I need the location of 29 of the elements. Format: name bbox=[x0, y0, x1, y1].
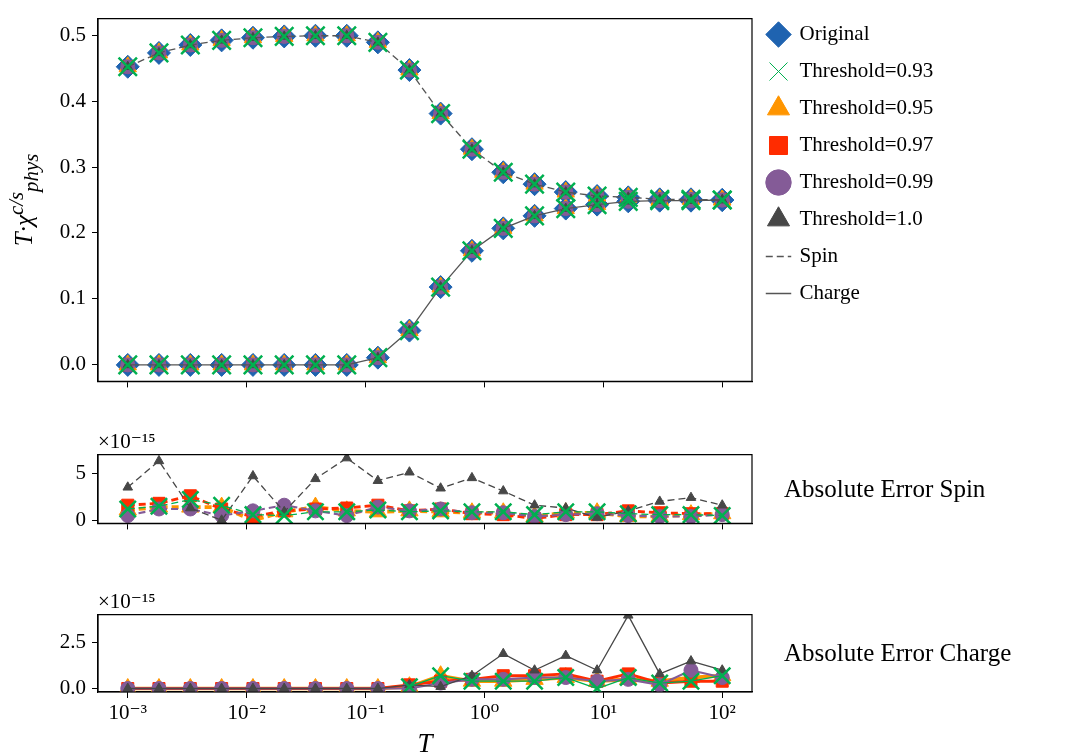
legend-label: Threshold=0.97 bbox=[799, 132, 934, 157]
x-tick-label: 10⁻³ bbox=[108, 700, 147, 725]
y-tick-label: 0.1 bbox=[59, 285, 86, 310]
text: ×10⁻¹⁵ bbox=[98, 428, 156, 454]
y2-axis-title: Absolute Error Charge bbox=[784, 639, 1012, 668]
y-tick-label: 0.4 bbox=[59, 87, 87, 112]
legend-label: Threshold=0.95 bbox=[799, 95, 934, 120]
y-tick-label: 0.5 bbox=[59, 21, 86, 46]
text: ×10⁻¹⁵ bbox=[98, 588, 156, 614]
legend-label: Charge bbox=[799, 280, 860, 305]
x-tick-label: 10⁰ bbox=[469, 700, 500, 725]
legend-label: Original bbox=[799, 21, 870, 46]
legend-label: Threshold=0.99 bbox=[799, 169, 934, 194]
y-tick-label: 5 bbox=[75, 459, 86, 484]
x-tick-label: 10⁻¹ bbox=[346, 700, 385, 725]
y-tick-label: 0.0 bbox=[59, 675, 86, 700]
legend-label: Threshold=1.0 bbox=[799, 206, 923, 231]
y2-axis-title: Absolute Error Spin bbox=[784, 475, 986, 503]
y-tick-label: 0.2 bbox=[59, 219, 86, 244]
legend-label: Spin bbox=[799, 243, 839, 268]
legend-label: Threshold=0.93 bbox=[799, 58, 934, 83]
y-tick-label: 0.0 bbox=[59, 351, 86, 376]
x-tick-label: 10⁻² bbox=[227, 700, 266, 725]
y-tick-label: 0.3 bbox=[59, 153, 86, 178]
x-tick-label: 10² bbox=[708, 700, 736, 725]
x-tick-label: 10¹ bbox=[589, 700, 617, 725]
y-tick-label: 0 bbox=[75, 506, 86, 531]
y-tick-label: 2.5 bbox=[59, 629, 86, 654]
x-axis-title: T bbox=[417, 728, 433, 756]
